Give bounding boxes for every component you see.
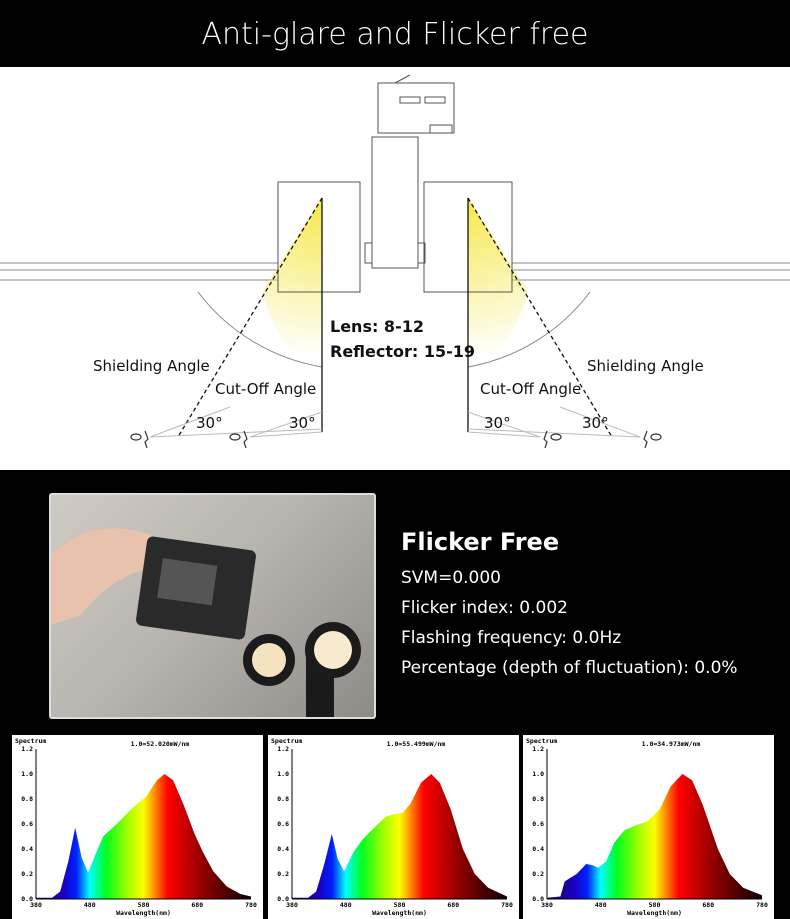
chart-title: Spectrum [271, 737, 302, 745]
eye-icon [229, 430, 248, 449]
light-glow-left [262, 198, 322, 367]
chart-annotation: 1.0=55.499mW/nm [387, 740, 446, 748]
y-tick-label: 0.2 [277, 870, 289, 878]
chart-title: Spectrum [15, 737, 46, 745]
chart-annotation: 1.0=34.973mW/nm [642, 740, 701, 748]
anti-glare-diagram: Lens: 8-12 Reflector: 15-19 Shielding An… [0, 67, 790, 470]
y-tick-label: 0.4 [21, 845, 33, 853]
spectrum-area [36, 774, 251, 899]
x-tick-label: 380 [286, 901, 298, 909]
eye-icon [543, 430, 562, 449]
y-tick-label: 0.4 [277, 845, 289, 853]
y-tick-label: 0.2 [21, 870, 33, 878]
y-tick-label: 0.8 [532, 795, 544, 803]
y-tick-label: 1.0 [277, 770, 289, 778]
x-axis-label: Wavelength(nm) [372, 909, 427, 917]
y-tick-label: 0.8 [277, 795, 289, 803]
x-tick-label: 480 [84, 901, 96, 909]
y-tick-label: 1.2 [277, 745, 289, 753]
fixture-drawing [0, 74, 790, 449]
y-tick-label: 1.2 [21, 745, 33, 753]
x-tick-label: 580 [649, 901, 661, 909]
x-tick-label: 480 [340, 901, 352, 909]
cutoff-angle-right: Cut-Off Angle [480, 380, 582, 398]
shield-arc [197, 291, 323, 368]
angle-label: 30° [582, 414, 609, 432]
spectrum-area [292, 774, 507, 899]
photo-illustration [51, 528, 361, 717]
angle-label: 30° [289, 414, 316, 432]
flicker-title: Flicker Free [401, 528, 560, 556]
x-tick-label: 380 [30, 901, 42, 909]
spectrum-chart-2: 0.0 0.2 0.4 0.6 0.8 1.0 1.2 380 480 580 680 780 Spec… [268, 735, 519, 919]
spectrum-chart-3: 0.0 0.2 0.4 0.6 0.8 1.0 1.2 380 480 580 680 780 Spec… [523, 735, 774, 919]
flicker-test-photo [49, 493, 376, 719]
spectrum-area [547, 774, 762, 899]
y-tick-label: 0.8 [21, 795, 33, 803]
spectrum-chart-1: 0.0 0.2 0.4 0.6 0.8 1.0 1.2 380 480 580 680 780 Spec… [12, 735, 263, 919]
y-tick-label: 0.0 [532, 895, 544, 903]
shielding-line-right [467, 197, 613, 438]
chart-title: Spectrum [526, 737, 557, 745]
x-axis-label: Wavelength(nm) [627, 909, 682, 917]
y-tick-label: 0.0 [21, 895, 33, 903]
center-column [371, 136, 419, 269]
eye-icon [643, 430, 662, 449]
y-tick-label: 1.2 [532, 745, 544, 753]
fluctuation-depth: Percentage (depth of fluctuation): 0.0% [401, 658, 738, 678]
x-tick-label: 580 [138, 901, 150, 909]
header-banner: Anti-glare and Flicker free [0, 0, 790, 67]
x-tick-label: 680 [191, 901, 203, 909]
x-tick-label: 780 [501, 901, 513, 909]
flashing-frequency: Flashing frequency: 0.0Hz [401, 628, 622, 648]
x-tick-label: 580 [394, 901, 406, 909]
y-tick-label: 0.6 [532, 820, 544, 828]
x-tick-label: 480 [595, 901, 607, 909]
cutoff-angle-left: Cut-Off Angle [215, 380, 317, 398]
y-tick-label: 0.6 [21, 820, 33, 828]
shielding-line-left [177, 197, 323, 438]
chart-annotation: 1.0=52.020mW/nm [131, 740, 190, 748]
light-glow-right [468, 198, 528, 367]
reflector-label: Reflector: 15-19 [330, 342, 476, 361]
page-title: Anti-glare and Flicker free [201, 17, 589, 52]
shielding-angle-right: Shielding Angle [587, 357, 704, 375]
x-tick-label: 380 [541, 901, 553, 909]
lens-label: Lens: 8-12 [330, 317, 424, 336]
x-tick-label: 780 [245, 901, 257, 909]
svm-value: SVM=0.000 [401, 568, 501, 588]
x-tick-label: 780 [756, 901, 768, 909]
x-axis-label: Wavelength(nm) [116, 909, 171, 917]
fixture-left [277, 181, 361, 293]
y-tick-label: 0.2 [532, 870, 544, 878]
y-tick-label: 0.0 [277, 895, 289, 903]
shielding-angle-left: Shielding Angle [93, 357, 210, 375]
x-tick-label: 680 [702, 901, 714, 909]
y-tick-label: 1.0 [21, 770, 33, 778]
y-tick-label: 1.0 [532, 770, 544, 778]
angle-label: 30° [484, 414, 511, 432]
y-tick-label: 0.4 [532, 845, 544, 853]
eye-icon [130, 430, 149, 449]
x-tick-label: 680 [447, 901, 459, 909]
flicker-info: Flicker Free SVM=0.000 Flicker index: 0.… [401, 528, 738, 688]
flicker-index: Flicker index: 0.002 [401, 598, 568, 618]
angle-label: 30° [196, 414, 223, 432]
y-tick-label: 0.6 [277, 820, 289, 828]
